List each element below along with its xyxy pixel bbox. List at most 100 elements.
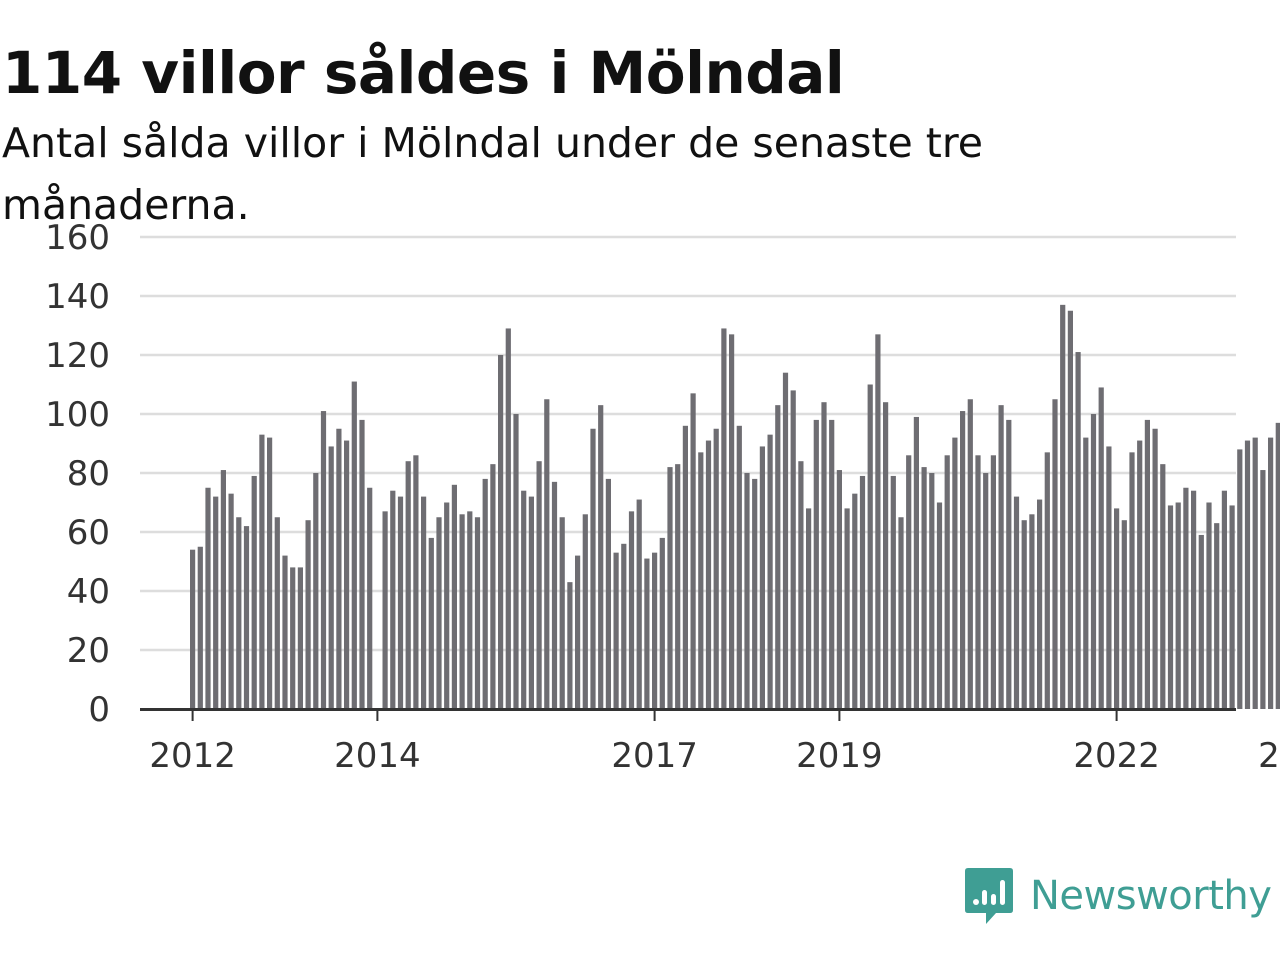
bar (1037, 499, 1043, 709)
bar (1183, 487, 1189, 709)
bar (444, 502, 450, 709)
bar (1029, 514, 1035, 709)
bar (798, 461, 804, 709)
bar (1244, 440, 1251, 709)
bar (875, 334, 881, 709)
bar (1167, 505, 1174, 709)
bar (336, 428, 342, 709)
bar (1221, 490, 1227, 709)
y-tick-label: 20 (67, 631, 110, 671)
x-tick-label: 2022 (1073, 736, 1160, 776)
bar (421, 496, 427, 709)
bar (451, 484, 457, 709)
bar (1268, 437, 1274, 709)
x-tick-label: 2012 (149, 736, 236, 776)
bar (197, 546, 203, 709)
bar (806, 508, 812, 709)
chart-title: 114 villor såldes i Mölndal (2, 39, 845, 107)
bar (690, 393, 696, 709)
chart-subtitle: Antal sålda villor i Mölndal under de se… (2, 119, 983, 229)
bar (644, 558, 650, 709)
bar (667, 467, 673, 709)
bar (821, 402, 827, 709)
bar (1121, 520, 1127, 709)
bar (382, 511, 388, 709)
bar (1090, 414, 1097, 709)
bar (852, 493, 858, 709)
bar (1067, 310, 1073, 709)
bar (944, 455, 950, 709)
bar (705, 440, 712, 709)
y-tick-label: 160 (45, 218, 110, 258)
y-tick-label: 120 (45, 336, 110, 376)
y-tick-label: 60 (67, 513, 110, 553)
x-tick-label: 2017 (611, 736, 698, 776)
y-tick-label: 40 (67, 572, 110, 612)
bar (960, 411, 966, 709)
bar (320, 411, 327, 709)
bar (1252, 437, 1258, 709)
bar (297, 567, 303, 709)
bar (636, 499, 642, 709)
bar (467, 511, 473, 709)
bar (282, 555, 288, 709)
bar (544, 399, 550, 709)
bar (713, 428, 719, 709)
bar (1044, 452, 1050, 709)
bar (921, 467, 927, 709)
bar (682, 425, 688, 709)
bar (721, 328, 727, 709)
bar (367, 487, 373, 709)
y-axis-ticks: 0 20 40 60 80 100 120 140 160 (45, 218, 110, 730)
bar (775, 405, 781, 709)
bar (1129, 452, 1135, 709)
bar (436, 517, 442, 709)
bar (328, 446, 334, 709)
bar (243, 526, 250, 709)
y-tick-label: 80 (67, 454, 110, 494)
bar (1206, 502, 1212, 709)
bar (898, 517, 904, 709)
bar (867, 384, 873, 709)
bar (883, 402, 889, 709)
bar (1198, 534, 1204, 709)
y-tick-label: 140 (45, 277, 110, 317)
bar (513, 414, 519, 709)
bar (344, 440, 350, 709)
bar (782, 372, 789, 709)
bar (1083, 437, 1089, 709)
bar (1013, 496, 1020, 709)
bar (474, 517, 481, 709)
bar (528, 496, 534, 709)
bar (521, 490, 527, 709)
bar (598, 405, 604, 709)
bar (790, 390, 796, 709)
bar (267, 437, 273, 709)
bar (1006, 419, 1012, 709)
bar (313, 473, 319, 709)
bar (205, 487, 211, 709)
bar (228, 493, 234, 709)
bar (859, 475, 866, 709)
x-axis-ticks: 2012 2014 2017 2019 2022 2024 (149, 709, 1280, 776)
x-tick-label: 2024 (1258, 736, 1280, 776)
bar (220, 470, 226, 709)
bar (621, 543, 627, 709)
bar (505, 328, 511, 709)
newsworthy-logo-icon (965, 868, 1013, 924)
newsworthy-wordmark: Newsworthy (1030, 873, 1272, 919)
bar (575, 555, 581, 709)
bar (990, 455, 996, 709)
bar (998, 405, 1004, 709)
bar (1214, 523, 1220, 709)
bar (1275, 422, 1280, 709)
bar (675, 464, 681, 709)
bar (952, 437, 958, 709)
x-tick-label: 2014 (334, 736, 421, 776)
bar (1098, 387, 1104, 709)
bar (1021, 520, 1027, 709)
bar (752, 478, 758, 709)
bar (652, 552, 658, 709)
bar (759, 446, 765, 709)
